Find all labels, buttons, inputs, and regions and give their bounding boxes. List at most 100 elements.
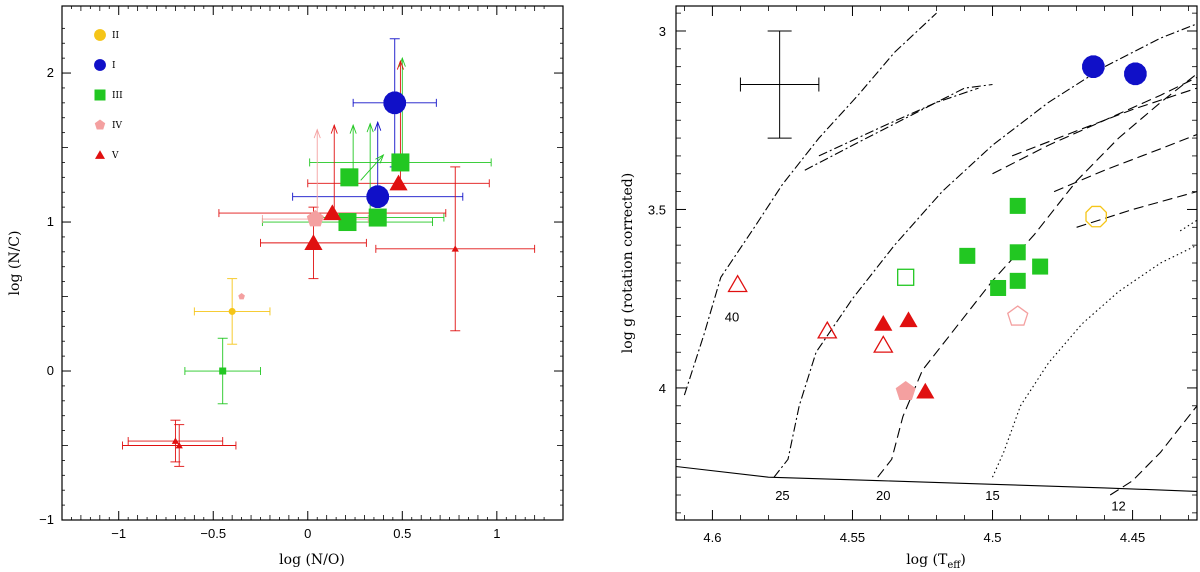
data-point-III (338, 213, 357, 232)
left-y-tick-label: −1 (39, 512, 54, 527)
right-x-tick-label: 4.5 (983, 530, 1001, 545)
data-point-V (171, 437, 180, 444)
data-point-V (175, 442, 183, 449)
data-point-II (228, 307, 236, 315)
arrow-head (396, 59, 404, 70)
legend-marker-II (94, 29, 106, 41)
legend-label: V (111, 151, 119, 161)
data-point-III (897, 268, 915, 286)
arrow-head (330, 123, 338, 134)
data-point-V (323, 204, 342, 221)
left-y-axis-label: log (N/C) (7, 231, 23, 296)
right-plot-area: 40 25 20 15 12 (676, 12, 1197, 514)
lower-limit-arrow (360, 154, 384, 181)
track-mass-label: 15 (985, 488, 999, 503)
evolutionary-track-dashdot (804, 83, 993, 171)
data-point-IV (306, 210, 324, 227)
data-point-III (368, 208, 387, 227)
left-x-tick-label: 0.5 (393, 526, 411, 541)
right-y-axis-label: log g (rotation corrected) (620, 173, 636, 353)
data-point-III (1032, 258, 1049, 275)
legend-marker-III (94, 89, 106, 101)
data-point-III (990, 279, 1007, 296)
data-point-V (899, 311, 918, 328)
legend-marker-IV (94, 119, 106, 130)
legend-label: II (112, 31, 120, 41)
left-x-tick-label: 1 (493, 526, 500, 541)
data-point-V (916, 382, 935, 399)
evolutionary-track-dashdot (683, 12, 937, 396)
track-mass-label: 20 (876, 488, 890, 503)
arrow-head (313, 128, 321, 139)
evolutionary-track-dashdot (773, 23, 1197, 478)
left-x-tick-label: −1 (111, 526, 126, 541)
right-x-axis-label-main: log (T (906, 552, 948, 568)
arrow-head (375, 154, 385, 164)
left-y-tick-label: 2 (47, 65, 54, 80)
right-x-axis-label-sub: eff (947, 560, 961, 571)
data-point-IV (895, 381, 916, 400)
legend-marker-I (94, 59, 106, 71)
left-ticks: −1 −0.5 0 0.5 1 −1 0 1 2 (39, 6, 563, 541)
evolutionary-track-dashdot (818, 87, 979, 157)
right-y-tick-label: 4 (659, 381, 666, 396)
data-point-III (219, 367, 227, 375)
legend-label: III (112, 91, 123, 101)
left-x-tick-label: −0.5 (200, 526, 226, 541)
right-x-tick-label: 4.45 (1120, 530, 1145, 545)
data-point-V (873, 335, 894, 353)
track-mass-label: 40 (725, 310, 739, 325)
right-x-axis-label-end: ) (960, 552, 965, 568)
evolutionary-track-dashed (1109, 405, 1197, 496)
data-point-III (959, 247, 976, 264)
evolutionary-track-dashed (1053, 133, 1197, 193)
right-ticks: 4.6 4.55 4.5 4.45 3 3.5 4 (648, 6, 1197, 545)
evolutionary-track-solid (676, 465, 1197, 492)
data-point-V (817, 320, 838, 339)
data-point-V (304, 234, 323, 250)
evolutionary-track-dotted (1179, 219, 1197, 232)
left-plot-area (122, 38, 536, 467)
data-point-I (366, 185, 389, 208)
legend-marker-V (95, 150, 105, 159)
right-x-tick-label: 4.55 (840, 530, 865, 545)
legend-label: IV (112, 121, 123, 131)
data-point-III (1009, 197, 1026, 214)
data-point-V (451, 245, 459, 252)
data-point-I (1124, 62, 1147, 86)
right-x-tick-label: 4.6 (703, 530, 721, 545)
right-x-axis-label: log (Teff) (906, 552, 966, 571)
arrow-head (374, 120, 382, 131)
evolutionary-track-dotted (991, 244, 1197, 478)
evolutionary-track-dashed (1076, 191, 1197, 228)
track-mass-label: 12 (1111, 499, 1125, 514)
data-point-IV (1006, 305, 1029, 326)
left-y-tick-label: 1 (47, 214, 54, 229)
data-point-I (383, 91, 407, 115)
evolutionary-track-dashed (1011, 87, 1197, 157)
left-x-tick-label: 0 (304, 526, 311, 541)
data-point-III (1009, 244, 1026, 261)
data-point-III (391, 153, 410, 172)
track-mass-label: 25 (775, 488, 789, 503)
right-panel: 4.6 4.55 4.5 4.45 3 3.5 4 40 25 20 15 12 log (Teff… (620, 5, 1198, 571)
data-point-III (340, 168, 359, 187)
left-x-axis-label: log (N/O) (279, 552, 345, 568)
arrow-head (366, 122, 374, 133)
left-y-tick-label: 0 (47, 363, 54, 378)
left-plot-frame (61, 5, 564, 521)
legend-label: I (112, 61, 116, 71)
right-y-tick-label: 3 (659, 24, 666, 39)
right-y-tick-label: 3.5 (648, 202, 666, 217)
data-point-V (874, 314, 893, 331)
data-point-II (1085, 205, 1107, 228)
data-point-I (1082, 55, 1105, 78)
data-point-V (727, 274, 748, 293)
data-point-III (1009, 272, 1026, 289)
data-point-IV (238, 293, 245, 300)
arrow-head (349, 123, 357, 134)
data-point-V (389, 174, 408, 191)
